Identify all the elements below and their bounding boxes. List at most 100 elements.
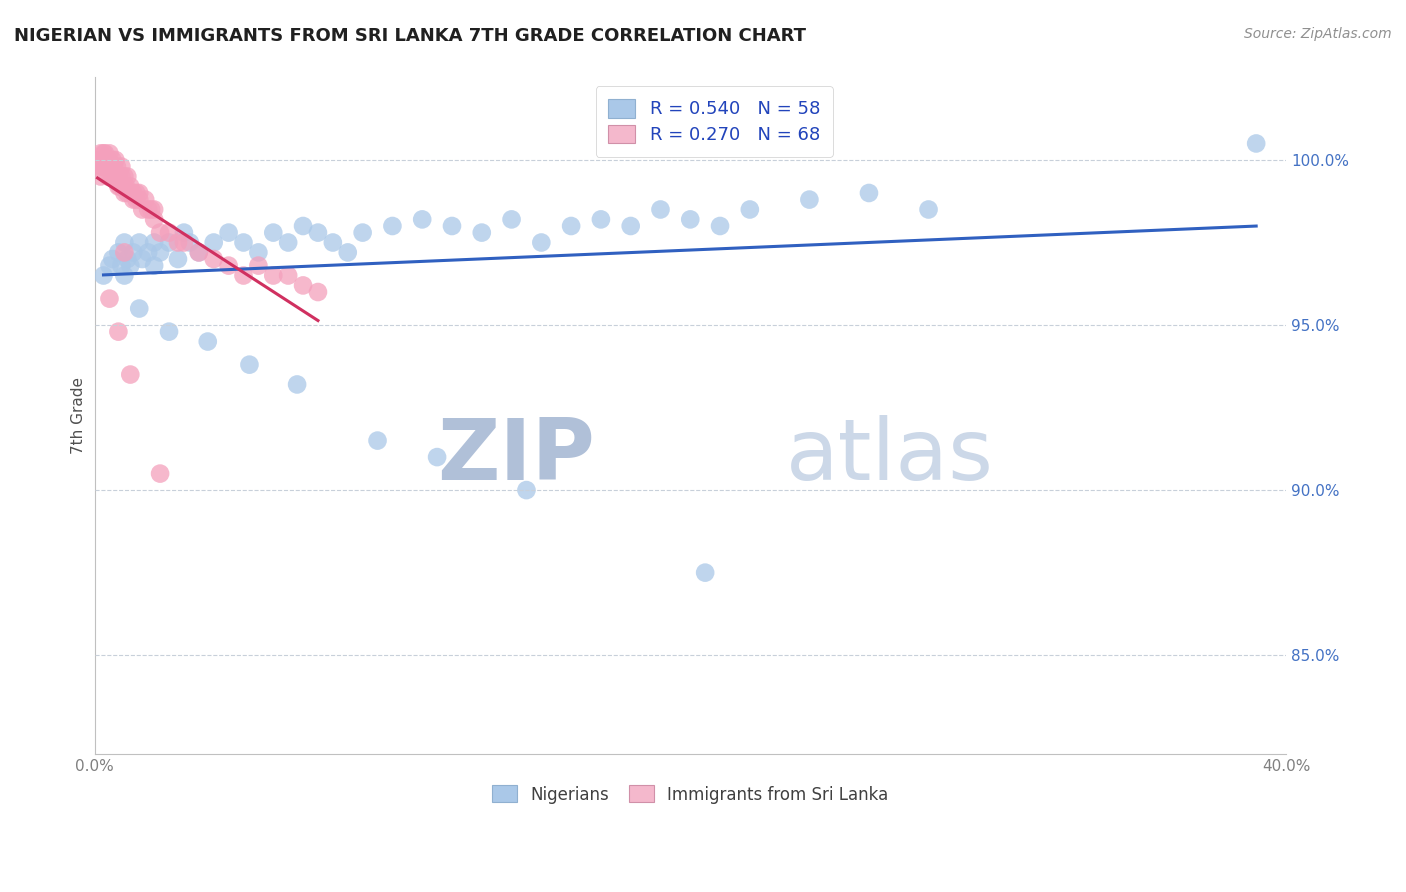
Point (128, 235, 150, 250)
Point (107, 245, 129, 260)
Point (143, 212, 166, 227)
Point (143, 202, 166, 217)
Text: NIGERIAN VS IMMIGRANTS FROM SRI LANKA 7TH GRADE CORRELATION CHART: NIGERIAN VS IMMIGRANTS FROM SRI LANKA 7T… (14, 27, 806, 45)
Point (238, 358, 260, 372)
Point (799, 193, 821, 207)
Point (247, 259, 270, 273)
Point (98, 292, 121, 306)
Point (87, 153, 110, 167)
Point (100, 169, 122, 184)
Point (101, 153, 124, 167)
Point (105, 160, 128, 174)
Point (679, 212, 702, 227)
Point (149, 245, 172, 260)
Point (367, 434, 389, 448)
Point (173, 226, 195, 240)
Point (167, 235, 190, 250)
Point (381, 219, 404, 233)
Point (120, 186, 142, 200)
Point (107, 325, 129, 339)
Point (131, 202, 153, 217)
Point (107, 179, 129, 194)
Point (218, 259, 240, 273)
Point (93, 160, 115, 174)
Point (197, 334, 219, 349)
Point (149, 226, 172, 240)
Point (107, 169, 129, 184)
Point (136, 245, 159, 260)
Point (709, 219, 731, 233)
Point (125, 186, 148, 200)
Point (501, 212, 523, 227)
Point (141, 202, 163, 217)
Point (128, 301, 150, 316)
Point (471, 226, 494, 240)
Point (94, 153, 117, 167)
Point (91, 153, 114, 167)
Point (232, 235, 254, 250)
Point (128, 186, 150, 200)
Point (105, 169, 128, 184)
Text: Source: ZipAtlas.com: Source: ZipAtlas.com (1244, 27, 1392, 41)
Point (589, 212, 612, 227)
Point (157, 226, 180, 240)
Point (111, 179, 134, 194)
Point (232, 268, 254, 283)
Legend: Nigerians, Immigrants from Sri Lanka: Nigerians, Immigrants from Sri Lanka (482, 775, 898, 814)
Point (218, 226, 240, 240)
Point (122, 193, 145, 207)
Point (134, 193, 156, 207)
Point (262, 226, 284, 240)
Point (352, 226, 374, 240)
Point (515, 483, 537, 497)
Point (277, 268, 299, 283)
Point (202, 235, 225, 250)
Point (98, 146, 121, 161)
Point (202, 252, 225, 266)
Point (91, 160, 114, 174)
Point (917, 202, 939, 217)
Point (101, 252, 124, 266)
Point (247, 245, 270, 260)
Point (738, 202, 761, 217)
Point (115, 179, 138, 194)
Point (143, 235, 166, 250)
Point (307, 226, 329, 240)
Point (125, 193, 148, 207)
Point (103, 160, 125, 174)
Point (695, 566, 717, 580)
Text: atlas: atlas (786, 415, 994, 498)
Point (179, 235, 201, 250)
Point (112, 235, 135, 250)
Point (131, 252, 153, 266)
Point (112, 169, 135, 184)
Point (187, 245, 209, 260)
Point (336, 245, 359, 260)
Point (143, 259, 166, 273)
Point (93, 146, 115, 161)
Point (97, 153, 120, 167)
Point (858, 186, 880, 200)
Point (100, 160, 122, 174)
Point (426, 450, 449, 464)
Point (93, 268, 115, 283)
Point (122, 245, 145, 260)
Point (117, 169, 139, 184)
Point (110, 169, 132, 184)
Point (620, 219, 643, 233)
Point (112, 245, 135, 260)
Y-axis label: 7th Grade: 7th Grade (72, 377, 86, 454)
Point (128, 193, 150, 207)
Point (173, 235, 195, 250)
Point (292, 219, 315, 233)
Point (411, 212, 433, 227)
Point (157, 235, 180, 250)
Point (117, 186, 139, 200)
Point (322, 235, 344, 250)
Point (110, 160, 132, 174)
Point (96, 153, 118, 167)
Point (157, 325, 180, 339)
Point (96, 160, 118, 174)
Point (187, 245, 209, 260)
Point (307, 285, 329, 299)
